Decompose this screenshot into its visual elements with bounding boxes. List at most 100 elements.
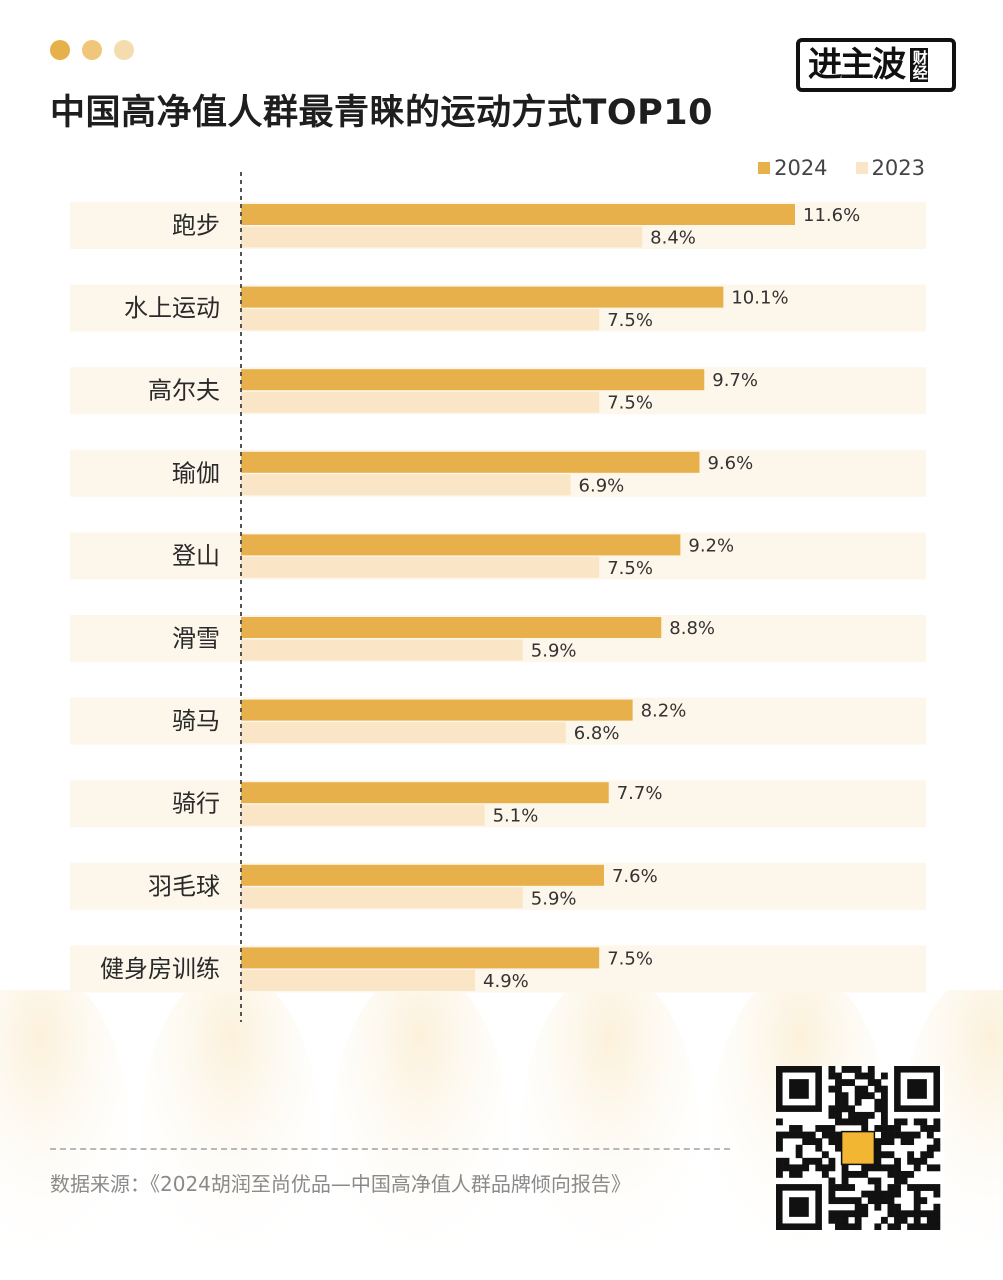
qr-module	[828, 1197, 836, 1205]
qr-module	[867, 1164, 875, 1172]
qr-module	[887, 1203, 895, 1211]
qr-module	[861, 1164, 869, 1172]
qr-module	[880, 1197, 888, 1205]
legend-item-2024: 2024	[758, 156, 828, 180]
qr-module	[782, 1131, 790, 1139]
qr-module	[835, 1105, 842, 1113]
qr-module	[835, 1144, 842, 1152]
qr-module	[933, 1144, 941, 1152]
footer-divider	[50, 1148, 730, 1150]
qr-module	[835, 1098, 842, 1106]
qr-module	[821, 1125, 829, 1132]
qr-module	[815, 1125, 823, 1132]
data-label-2024: 10.1%	[731, 288, 788, 309]
chart-title: 中国高净值人群最青睐的运动方式TOP10	[50, 93, 713, 133]
qr-module	[841, 1210, 849, 1218]
qr-module	[835, 1118, 842, 1126]
qr-module	[933, 1164, 941, 1172]
qr-module	[926, 1131, 934, 1139]
background-arc	[520, 990, 700, 1280]
qr-module	[828, 1190, 836, 1198]
qr-module	[913, 1203, 921, 1211]
qr-module	[926, 1164, 934, 1172]
qr-module	[776, 1164, 783, 1172]
qr-module	[848, 1105, 856, 1113]
qr-module	[913, 1118, 921, 1126]
qr-module	[926, 1144, 934, 1152]
qr-module	[848, 1079, 856, 1086]
qr-module	[907, 1223, 915, 1230]
category-label: 水上运动	[124, 294, 220, 322]
qr-module	[848, 1118, 856, 1126]
bar-2023	[241, 391, 600, 413]
qr-module	[887, 1223, 895, 1230]
qr-module	[874, 1223, 882, 1230]
bar-2024	[241, 617, 662, 638]
qr-module	[835, 1131, 842, 1139]
qr-module	[828, 1138, 836, 1146]
qr-module	[854, 1203, 862, 1211]
qr-module	[828, 1111, 836, 1119]
data-label-2024: 9.2%	[688, 535, 734, 556]
qr-module	[874, 1157, 882, 1165]
qr-module	[848, 1210, 856, 1218]
qr-module	[789, 1170, 796, 1178]
qr-module	[835, 1184, 842, 1191]
category-label: 瑜伽	[172, 459, 220, 487]
qr-module	[874, 1105, 882, 1113]
qr-module	[848, 1111, 856, 1119]
qr-module	[880, 1118, 888, 1126]
brand-logo: 进主波 财经	[796, 38, 956, 92]
qr-module	[880, 1125, 888, 1132]
qr-module	[913, 1197, 921, 1205]
bar-2024	[241, 369, 705, 391]
qr-module	[933, 1125, 941, 1132]
qr-module	[880, 1216, 888, 1224]
qr-module	[841, 1216, 849, 1224]
legend-item-2023: 2023	[855, 156, 925, 180]
qr-module	[808, 1157, 816, 1165]
qr-module	[880, 1092, 888, 1100]
qr-module	[926, 1210, 934, 1218]
qr-module	[894, 1184, 901, 1191]
bar-2023	[241, 722, 566, 744]
qr-module	[920, 1184, 928, 1191]
data-label-2023: 6.8%	[574, 723, 620, 744]
qr-module	[841, 1164, 849, 1172]
header-dot-3	[114, 40, 134, 60]
qr-module	[776, 1144, 783, 1152]
bar-2023	[241, 226, 643, 248]
qr-module	[920, 1223, 928, 1230]
qr-module	[887, 1151, 895, 1159]
qr-module	[848, 1184, 856, 1191]
qr-module	[854, 1210, 862, 1218]
qr-module	[933, 1203, 941, 1211]
qr-module	[880, 1098, 888, 1106]
qr-module	[887, 1131, 895, 1139]
qr-module	[907, 1131, 915, 1139]
qr-module	[933, 1190, 941, 1198]
qr-module	[854, 1072, 862, 1080]
qr-module	[933, 1210, 941, 1218]
qr-module	[933, 1138, 941, 1146]
qr-module	[861, 1210, 869, 1218]
qr-module	[887, 1210, 895, 1218]
qr-module	[854, 1216, 862, 1224]
data-label-2024: 8.2%	[641, 701, 687, 722]
category-label: 跑步	[172, 212, 220, 240]
qr-module	[861, 1092, 869, 1100]
data-label-2023: 6.9%	[579, 475, 625, 496]
qr-module	[900, 1138, 908, 1146]
qr-module	[854, 1092, 862, 1100]
qr-module	[907, 1151, 915, 1159]
bar-2023	[241, 804, 485, 826]
qr-module	[815, 1144, 823, 1152]
qr-module	[907, 1184, 915, 1191]
qr-module	[854, 1098, 862, 1106]
qr-module	[795, 1131, 803, 1139]
qr-module	[887, 1190, 895, 1198]
category-label: 羽毛球	[148, 872, 220, 900]
data-label-2023: 5.9%	[531, 888, 577, 909]
qr-module	[828, 1105, 836, 1113]
qr-module	[874, 1085, 882, 1093]
